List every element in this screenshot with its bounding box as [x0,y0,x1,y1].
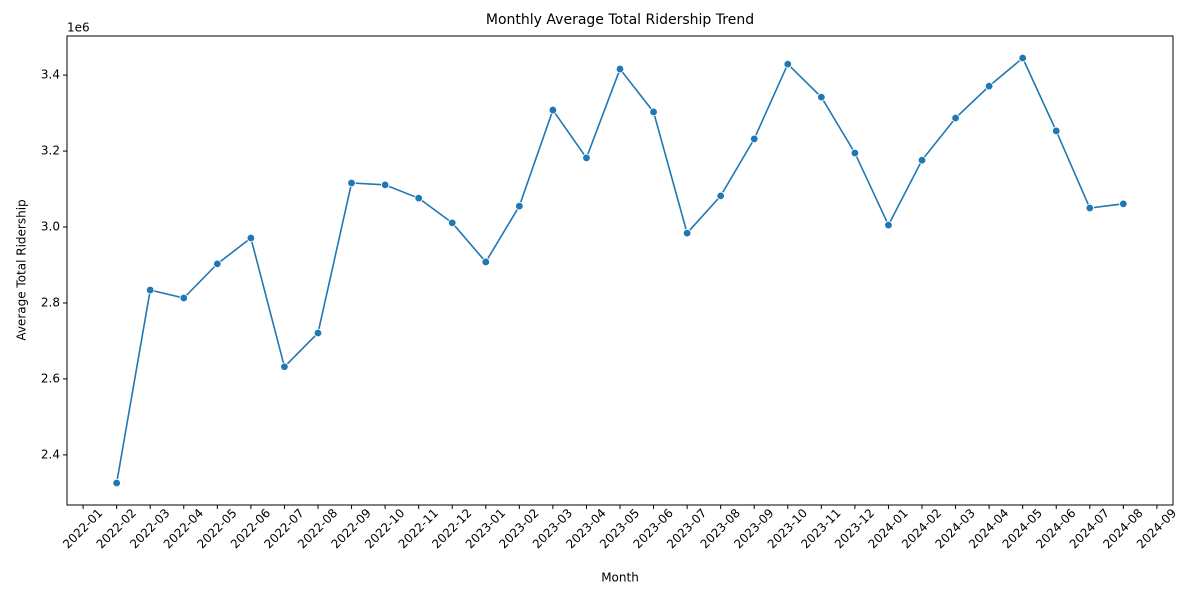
marker [1052,126,1061,136]
marker [682,228,692,238]
marker [817,92,826,102]
y-tick-label: 2.4 [41,447,60,461]
y-offset-label: 1e6 [67,21,90,35]
y-tick-label: 3.0 [41,220,60,234]
marker [313,328,323,338]
marker [246,233,256,243]
marker [414,193,423,203]
marker [1119,199,1128,209]
marker [347,178,356,188]
marker [1018,53,1027,63]
y-axis-label: Average Total Ridership [15,199,29,340]
marker [850,148,860,158]
marker [783,59,792,69]
marker [750,134,759,144]
marker [884,220,893,230]
marker [716,191,725,201]
marker [146,285,155,295]
marker [649,107,658,117]
marker [448,218,457,228]
marker [1085,203,1094,213]
marker [548,105,558,115]
y-tick-label: 2.6 [41,371,60,385]
marker [951,113,960,123]
marker [380,180,390,190]
y-tick-label: 2.8 [41,295,60,309]
marker [917,155,927,165]
marker [280,362,289,371]
marker [213,259,222,269]
y-tick-label: 3.4 [41,68,60,82]
x-axis-label: Month [601,571,639,585]
marker [582,153,591,163]
marker [179,293,188,303]
marker [515,201,524,211]
marker [984,81,994,91]
marker [615,64,625,74]
chart-title: Monthly Average Total Ridership Trend [486,12,754,28]
marker [481,257,490,267]
marker [112,478,121,488]
y-tick-label: 3.2 [41,144,60,158]
